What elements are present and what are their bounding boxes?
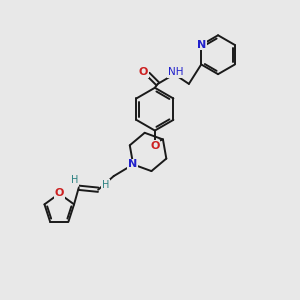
Text: O: O bbox=[150, 141, 160, 151]
Text: O: O bbox=[139, 67, 148, 77]
Text: N: N bbox=[128, 159, 137, 170]
Text: O: O bbox=[55, 188, 64, 198]
Text: H: H bbox=[71, 175, 79, 185]
Text: NH: NH bbox=[167, 67, 183, 77]
Text: N: N bbox=[196, 40, 206, 50]
Text: H: H bbox=[102, 180, 110, 190]
